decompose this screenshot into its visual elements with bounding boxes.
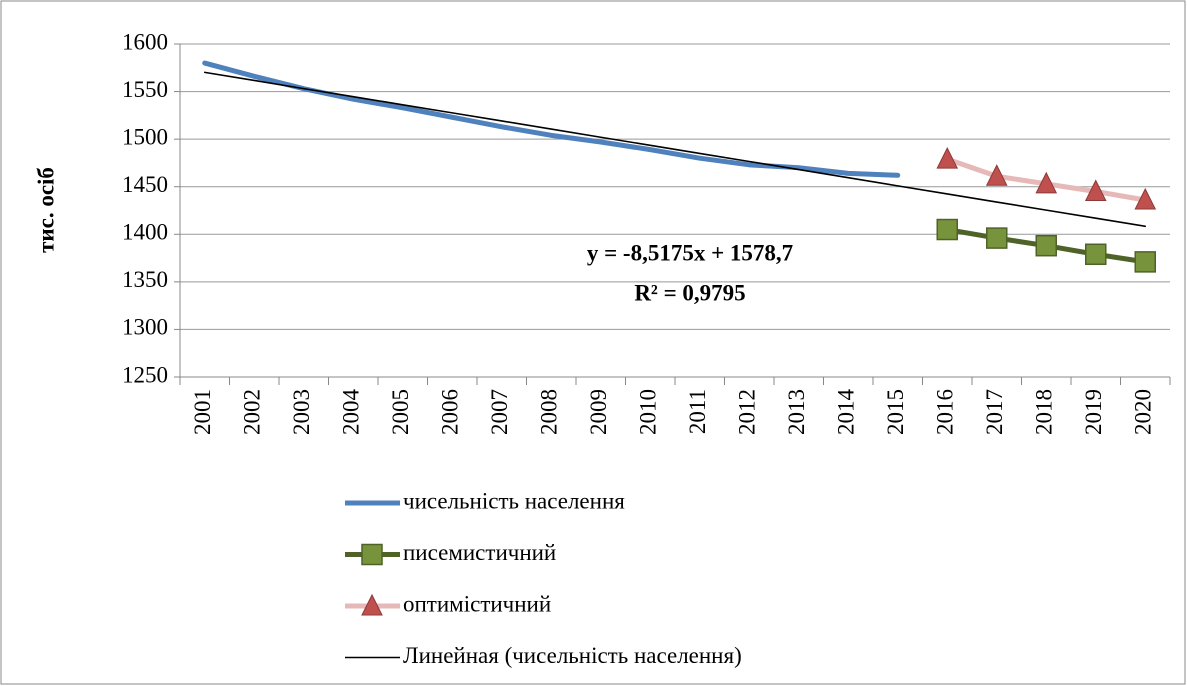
marker	[1085, 243, 1107, 266]
y-tick-label: 1250	[122, 362, 168, 387]
x-tick-label: 2009	[586, 389, 611, 435]
legend-label: Линейная (чисельність населення)	[403, 643, 742, 668]
x-tick-label: 2002	[240, 389, 265, 435]
x-tick-label: 2007	[487, 389, 512, 435]
x-tick-label: 2016	[933, 389, 958, 435]
x-tick-label: 2010	[636, 389, 661, 435]
x-tick-label: 2001	[190, 389, 215, 435]
y-axis-label: тис. осіб	[33, 167, 58, 253]
x-tick-label: 2015	[883, 389, 908, 435]
y-tick-label: 1500	[122, 124, 168, 149]
x-tick-label: 2012	[735, 389, 760, 435]
x-tick-label: 2019	[1081, 389, 1106, 435]
y-tick-label: 1450	[122, 172, 168, 197]
legend-label: писемистичний	[403, 540, 556, 565]
legend-label: оптимістичний	[403, 591, 551, 616]
y-tick-label: 1550	[122, 77, 168, 102]
x-tick-label: 2008	[537, 389, 562, 435]
y-tick-label: 1400	[122, 220, 168, 245]
marker	[361, 593, 383, 616]
x-tick-label: 2018	[1032, 389, 1057, 435]
annotation: R² = 0,9795	[634, 280, 745, 305]
marker	[361, 543, 383, 566]
y-tick-label: 1350	[122, 267, 168, 292]
legend-label: чисельність населення	[403, 488, 625, 513]
marker	[936, 147, 959, 169]
marker	[985, 164, 1008, 186]
x-tick-label: 2020	[1131, 389, 1156, 435]
marker	[1134, 187, 1157, 210]
marker	[986, 227, 1008, 249]
x-tick-label: 2006	[438, 389, 463, 435]
marker	[1035, 171, 1058, 194]
x-tick-label: 2011	[685, 389, 710, 434]
x-tick-label: 2003	[289, 389, 314, 435]
x-tick-label: 2013	[784, 389, 809, 435]
y-tick-label: 1600	[122, 29, 168, 54]
marker	[1035, 234, 1057, 257]
marker	[1134, 251, 1156, 273]
series-line	[203, 71, 1147, 228]
x-tick-label: 2005	[388, 389, 413, 435]
x-tick-label: 2004	[339, 389, 364, 436]
y-tick-label: 1300	[122, 315, 168, 340]
marker	[936, 218, 958, 241]
x-tick-label: 2017	[982, 389, 1007, 435]
annotation: y = -8,5175x + 1578,7	[587, 240, 793, 265]
x-tick-label: 2014	[834, 389, 859, 436]
marker	[1084, 179, 1107, 201]
